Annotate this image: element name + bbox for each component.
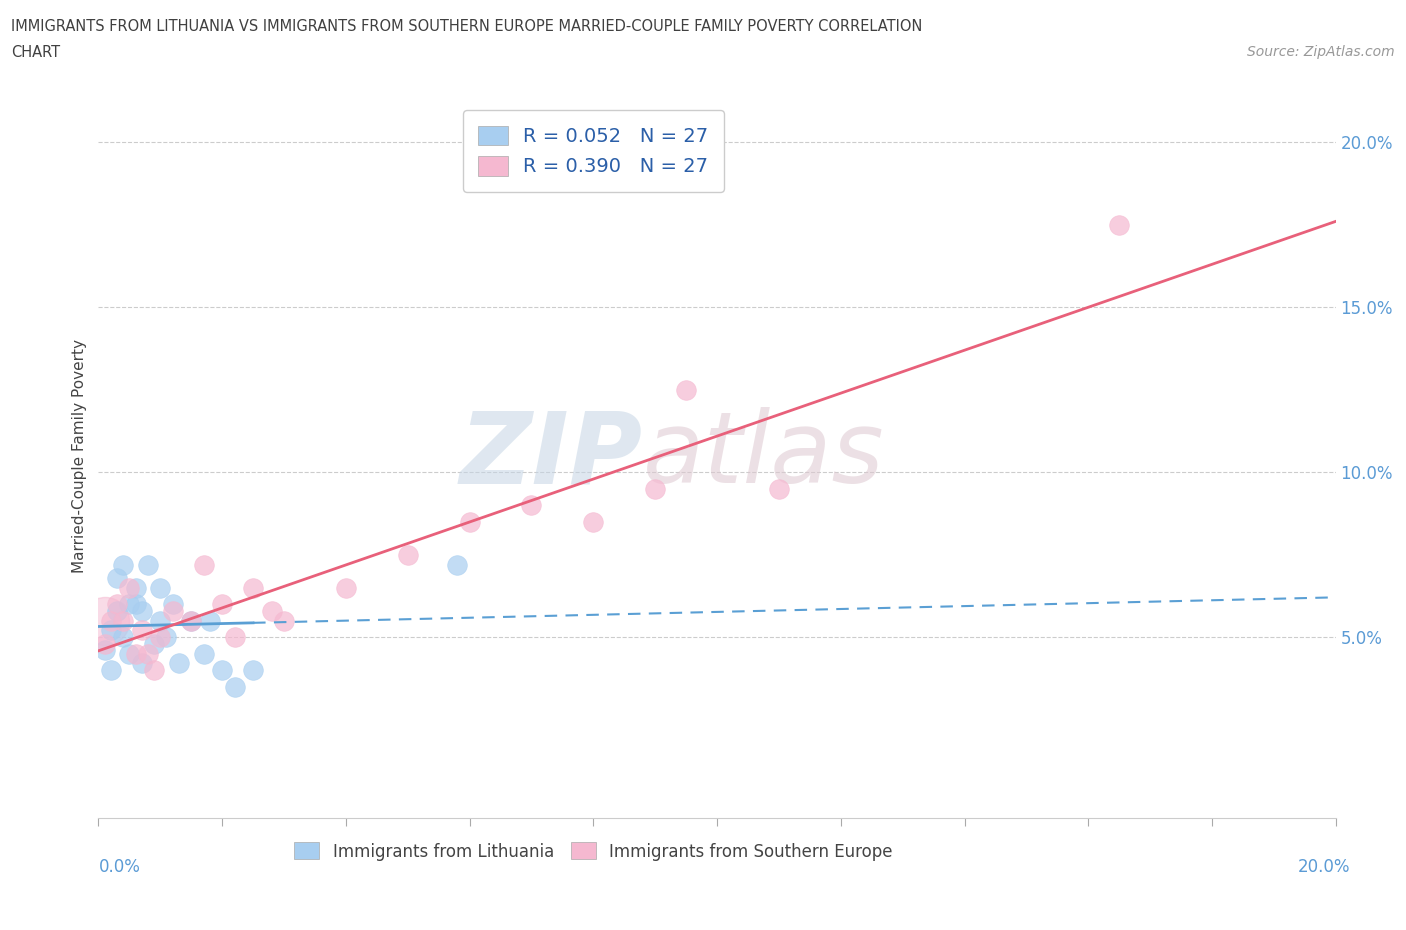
Point <box>242 580 264 595</box>
Point <box>458 514 481 529</box>
Point <box>100 662 122 677</box>
Point <box>211 662 233 677</box>
Point <box>100 623 122 638</box>
Point <box>143 662 166 677</box>
Point <box>118 597 141 612</box>
Point <box>136 646 159 661</box>
Point <box>143 636 166 651</box>
Point <box>193 557 215 572</box>
Text: 0.0%: 0.0% <box>98 858 141 876</box>
Text: ZIP: ZIP <box>460 407 643 504</box>
Point <box>273 613 295 628</box>
Point <box>446 557 468 572</box>
Point <box>224 679 246 694</box>
Point <box>136 557 159 572</box>
Point <box>675 382 697 397</box>
Point <box>124 580 146 595</box>
Y-axis label: Married-Couple Family Poverty: Married-Couple Family Poverty <box>72 339 87 573</box>
Point <box>211 597 233 612</box>
Point <box>224 630 246 644</box>
Point <box>582 514 605 529</box>
Point <box>131 604 153 618</box>
Point <box>105 597 128 612</box>
Point <box>131 623 153 638</box>
Point <box>149 613 172 628</box>
Point <box>193 646 215 661</box>
Point <box>644 481 666 496</box>
Point <box>118 580 141 595</box>
Point <box>180 613 202 628</box>
Legend: Immigrants from Lithuania, Immigrants from Southern Europe: Immigrants from Lithuania, Immigrants fr… <box>281 829 905 874</box>
Point <box>167 656 190 671</box>
Point <box>396 547 419 562</box>
Text: Source: ZipAtlas.com: Source: ZipAtlas.com <box>1247 45 1395 59</box>
Text: IMMIGRANTS FROM LITHUANIA VS IMMIGRANTS FROM SOUTHERN EUROPE MARRIED-COUPLE FAMI: IMMIGRANTS FROM LITHUANIA VS IMMIGRANTS … <box>11 19 922 33</box>
Text: atlas: atlas <box>643 407 884 504</box>
Point <box>180 613 202 628</box>
Point <box>198 613 221 628</box>
Point <box>768 481 790 496</box>
Point <box>520 498 543 512</box>
Point <box>242 662 264 677</box>
Point <box>112 557 135 572</box>
Point <box>93 643 115 658</box>
Point <box>149 580 172 595</box>
Point <box>118 646 141 661</box>
Point <box>105 570 128 585</box>
Point <box>112 613 135 628</box>
Point <box>155 630 177 644</box>
Text: CHART: CHART <box>11 45 60 60</box>
Point <box>105 604 128 618</box>
Point <box>124 646 146 661</box>
Point <box>1108 218 1130 232</box>
Point <box>162 604 184 618</box>
Point <box>100 613 122 628</box>
Point <box>260 604 283 618</box>
Point <box>112 630 135 644</box>
Point <box>93 636 115 651</box>
Point <box>93 613 115 628</box>
Point <box>124 597 146 612</box>
Point <box>149 630 172 644</box>
Text: 20.0%: 20.0% <box>1298 858 1351 876</box>
Point <box>131 656 153 671</box>
Point <box>162 597 184 612</box>
Point <box>335 580 357 595</box>
